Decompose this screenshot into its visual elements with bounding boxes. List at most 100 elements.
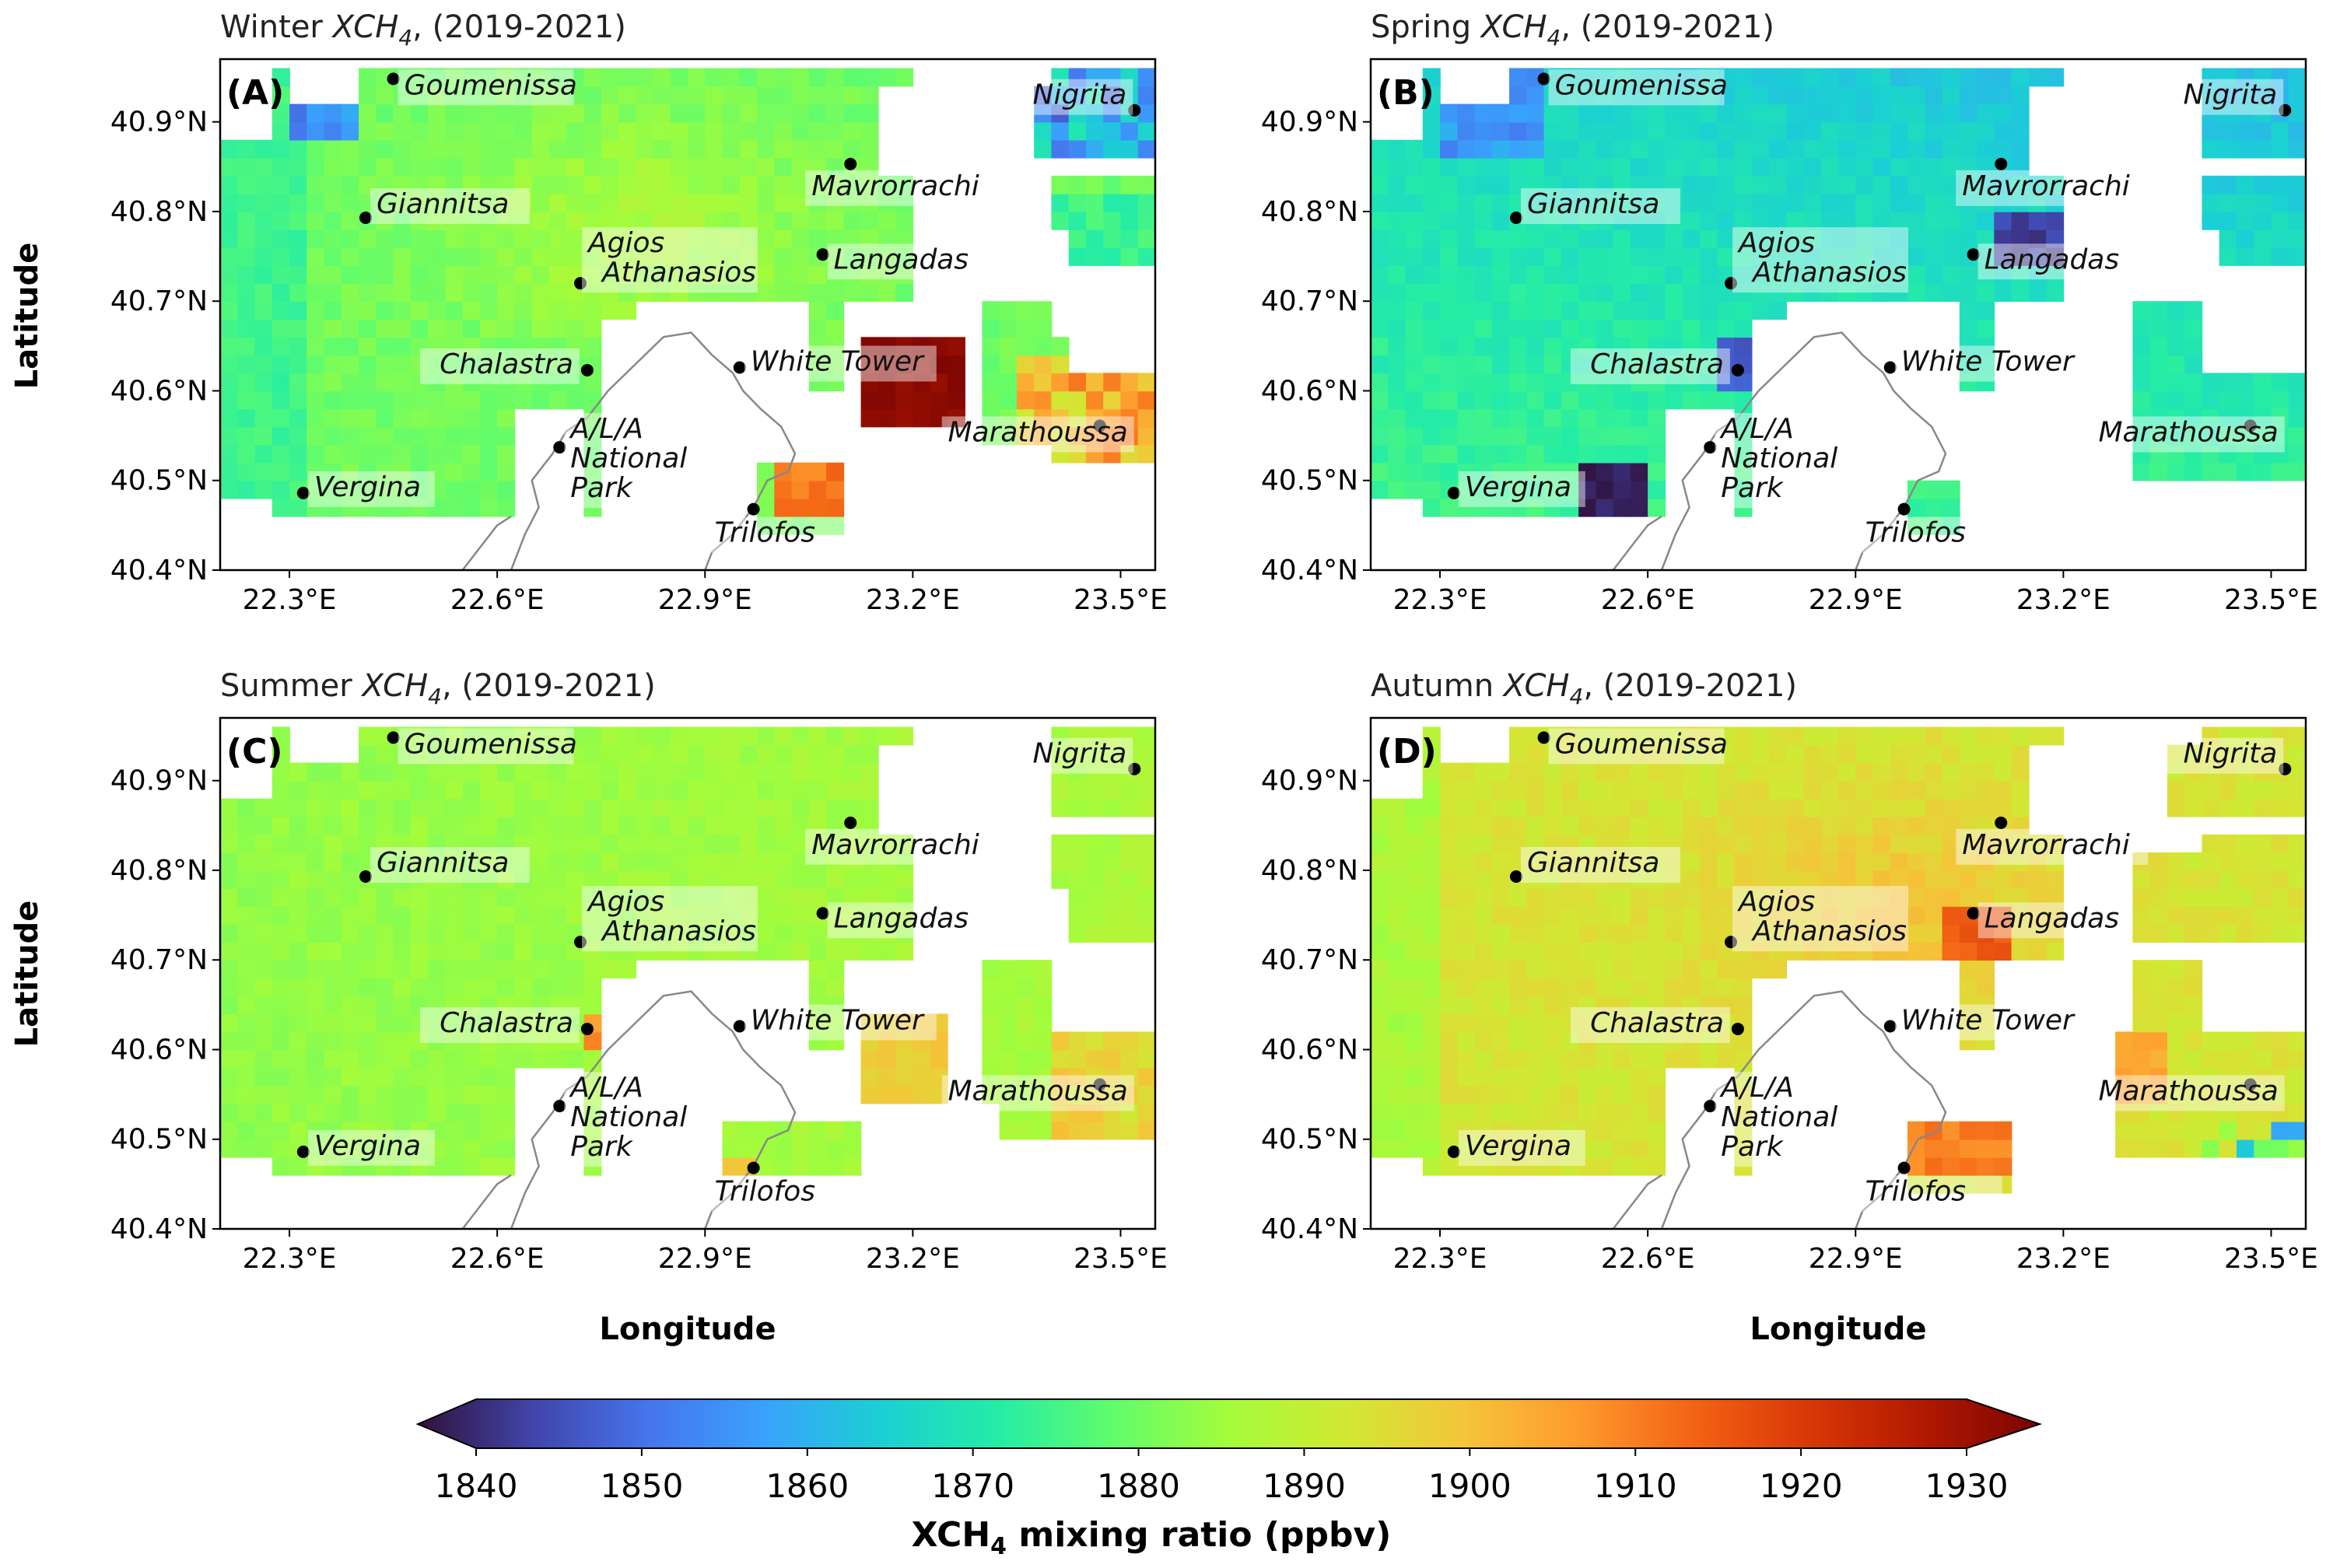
- grid-cell: [1596, 355, 1614, 374]
- grid-cell: [999, 996, 1018, 1015]
- grid-cell: [1977, 1139, 1995, 1158]
- grid-cell: [1959, 996, 1977, 1015]
- grid-cell: [2288, 193, 2307, 212]
- grid-cell: [1137, 1085, 1156, 1104]
- grid-cell: [1699, 337, 1718, 356]
- grid-cell: [1543, 211, 1562, 230]
- grid-cell: [220, 1085, 239, 1104]
- grid-cell: [843, 175, 862, 194]
- grid-cell: [2219, 1031, 2237, 1051]
- grid-cell: [705, 211, 723, 230]
- grid-cell: [774, 103, 793, 123]
- grid-cell: [376, 373, 394, 392]
- grid-cell: [1388, 175, 1406, 194]
- grid-cell: [636, 68, 654, 87]
- grid-cell: [410, 175, 429, 194]
- grid-cell: [359, 816, 377, 835]
- grid-cell: [2219, 444, 2237, 464]
- grid-cell: [2288, 86, 2307, 105]
- grid-cell: [1526, 798, 1545, 817]
- grid-cell: [254, 211, 273, 230]
- grid-cell: [1699, 978, 1718, 997]
- grid-cell: [1526, 996, 1545, 1015]
- grid-cell: [462, 498, 481, 517]
- grid-cell: [722, 211, 741, 230]
- grid-cell: [843, 86, 862, 105]
- site-label: Vergina: [1465, 471, 1571, 503]
- grid-cell: [1630, 337, 1648, 356]
- grid-cell: [307, 444, 325, 464]
- grid-cell: [1405, 265, 1424, 284]
- grid-cell: [878, 1013, 896, 1033]
- grid-cell: [1734, 906, 1753, 925]
- grid-cell: [289, 996, 308, 1015]
- grid-cell: [497, 103, 516, 123]
- grid-cell: [289, 337, 308, 356]
- grid-cell: [860, 139, 879, 159]
- grid-cell: [271, 834, 290, 853]
- grid-cell: [324, 426, 342, 446]
- grid-cell: [1509, 462, 1528, 481]
- grid-cell: [445, 480, 464, 499]
- grid-cell: [566, 229, 585, 248]
- grid-cell: [2236, 390, 2255, 410]
- grid-cell: [428, 1103, 447, 1122]
- grid-cell: [1786, 139, 1805, 159]
- methane-field: [1371, 726, 2307, 1194]
- grid-cell: [1699, 996, 1718, 1015]
- grid-cell: [376, 1031, 394, 1051]
- grid-cell: [497, 444, 516, 464]
- grid-cell: [1457, 408, 1476, 428]
- grid-cell: [791, 193, 810, 212]
- grid-cell: [1786, 762, 1805, 782]
- grid-cell: [428, 175, 447, 194]
- grid-cell: [705, 139, 723, 159]
- grid-cell: [1648, 229, 1666, 248]
- grid-cell: [1440, 798, 1459, 817]
- grid-cell: [1440, 834, 1459, 853]
- grid-cell: [774, 229, 793, 248]
- grid-cell: [1440, 247, 1459, 266]
- grid-cell: [1907, 498, 1926, 517]
- grid-cell: [1855, 780, 1874, 800]
- grid-cell: [531, 103, 550, 123]
- grid-cell: [1855, 924, 1874, 943]
- grid-cell: [1422, 1013, 1441, 1033]
- grid-cell: [1474, 229, 1493, 248]
- site-label: Agios: [1737, 886, 1815, 918]
- grid-cell: [566, 157, 585, 177]
- grid-cell: [359, 888, 377, 907]
- grid-cell: [2184, 852, 2203, 871]
- grid-cell: [445, 960, 464, 979]
- grid-cell: [1491, 1103, 1510, 1122]
- site-dot: [580, 1022, 594, 1035]
- grid-cell: [1734, 1121, 1753, 1140]
- grid-cell: [237, 1121, 256, 1140]
- grid-cell: [307, 408, 325, 428]
- grid-cell: [895, 247, 914, 266]
- grid-cell: [636, 157, 654, 177]
- grid-cell: [583, 121, 602, 141]
- grid-cell: [237, 337, 256, 356]
- grid-cell: [636, 265, 654, 284]
- grid-cell: [2132, 978, 2151, 997]
- grid-cell: [722, 86, 741, 105]
- grid-cell: [739, 906, 758, 925]
- grid-cell: [1994, 229, 2012, 248]
- grid-cell: [1959, 816, 1977, 835]
- grid-cell: [1734, 1049, 1753, 1069]
- grid-cell: [254, 960, 273, 979]
- grid-cell: [307, 978, 325, 997]
- grid-cell: [393, 762, 412, 782]
- grid-cell: [1068, 444, 1087, 464]
- grid-cell: [1474, 480, 1493, 499]
- grid-cell: [289, 444, 308, 464]
- grid-cell: [1457, 780, 1476, 800]
- grid-cell: [1526, 888, 1545, 907]
- grid-cell: [1474, 337, 1493, 356]
- grid-cell: [1422, 978, 1441, 997]
- grid-cell: [1578, 960, 1597, 979]
- grid-cell: [341, 175, 359, 194]
- colorbar-tick-label: 1850: [600, 1467, 683, 1505]
- grid-cell: [1648, 1085, 1666, 1104]
